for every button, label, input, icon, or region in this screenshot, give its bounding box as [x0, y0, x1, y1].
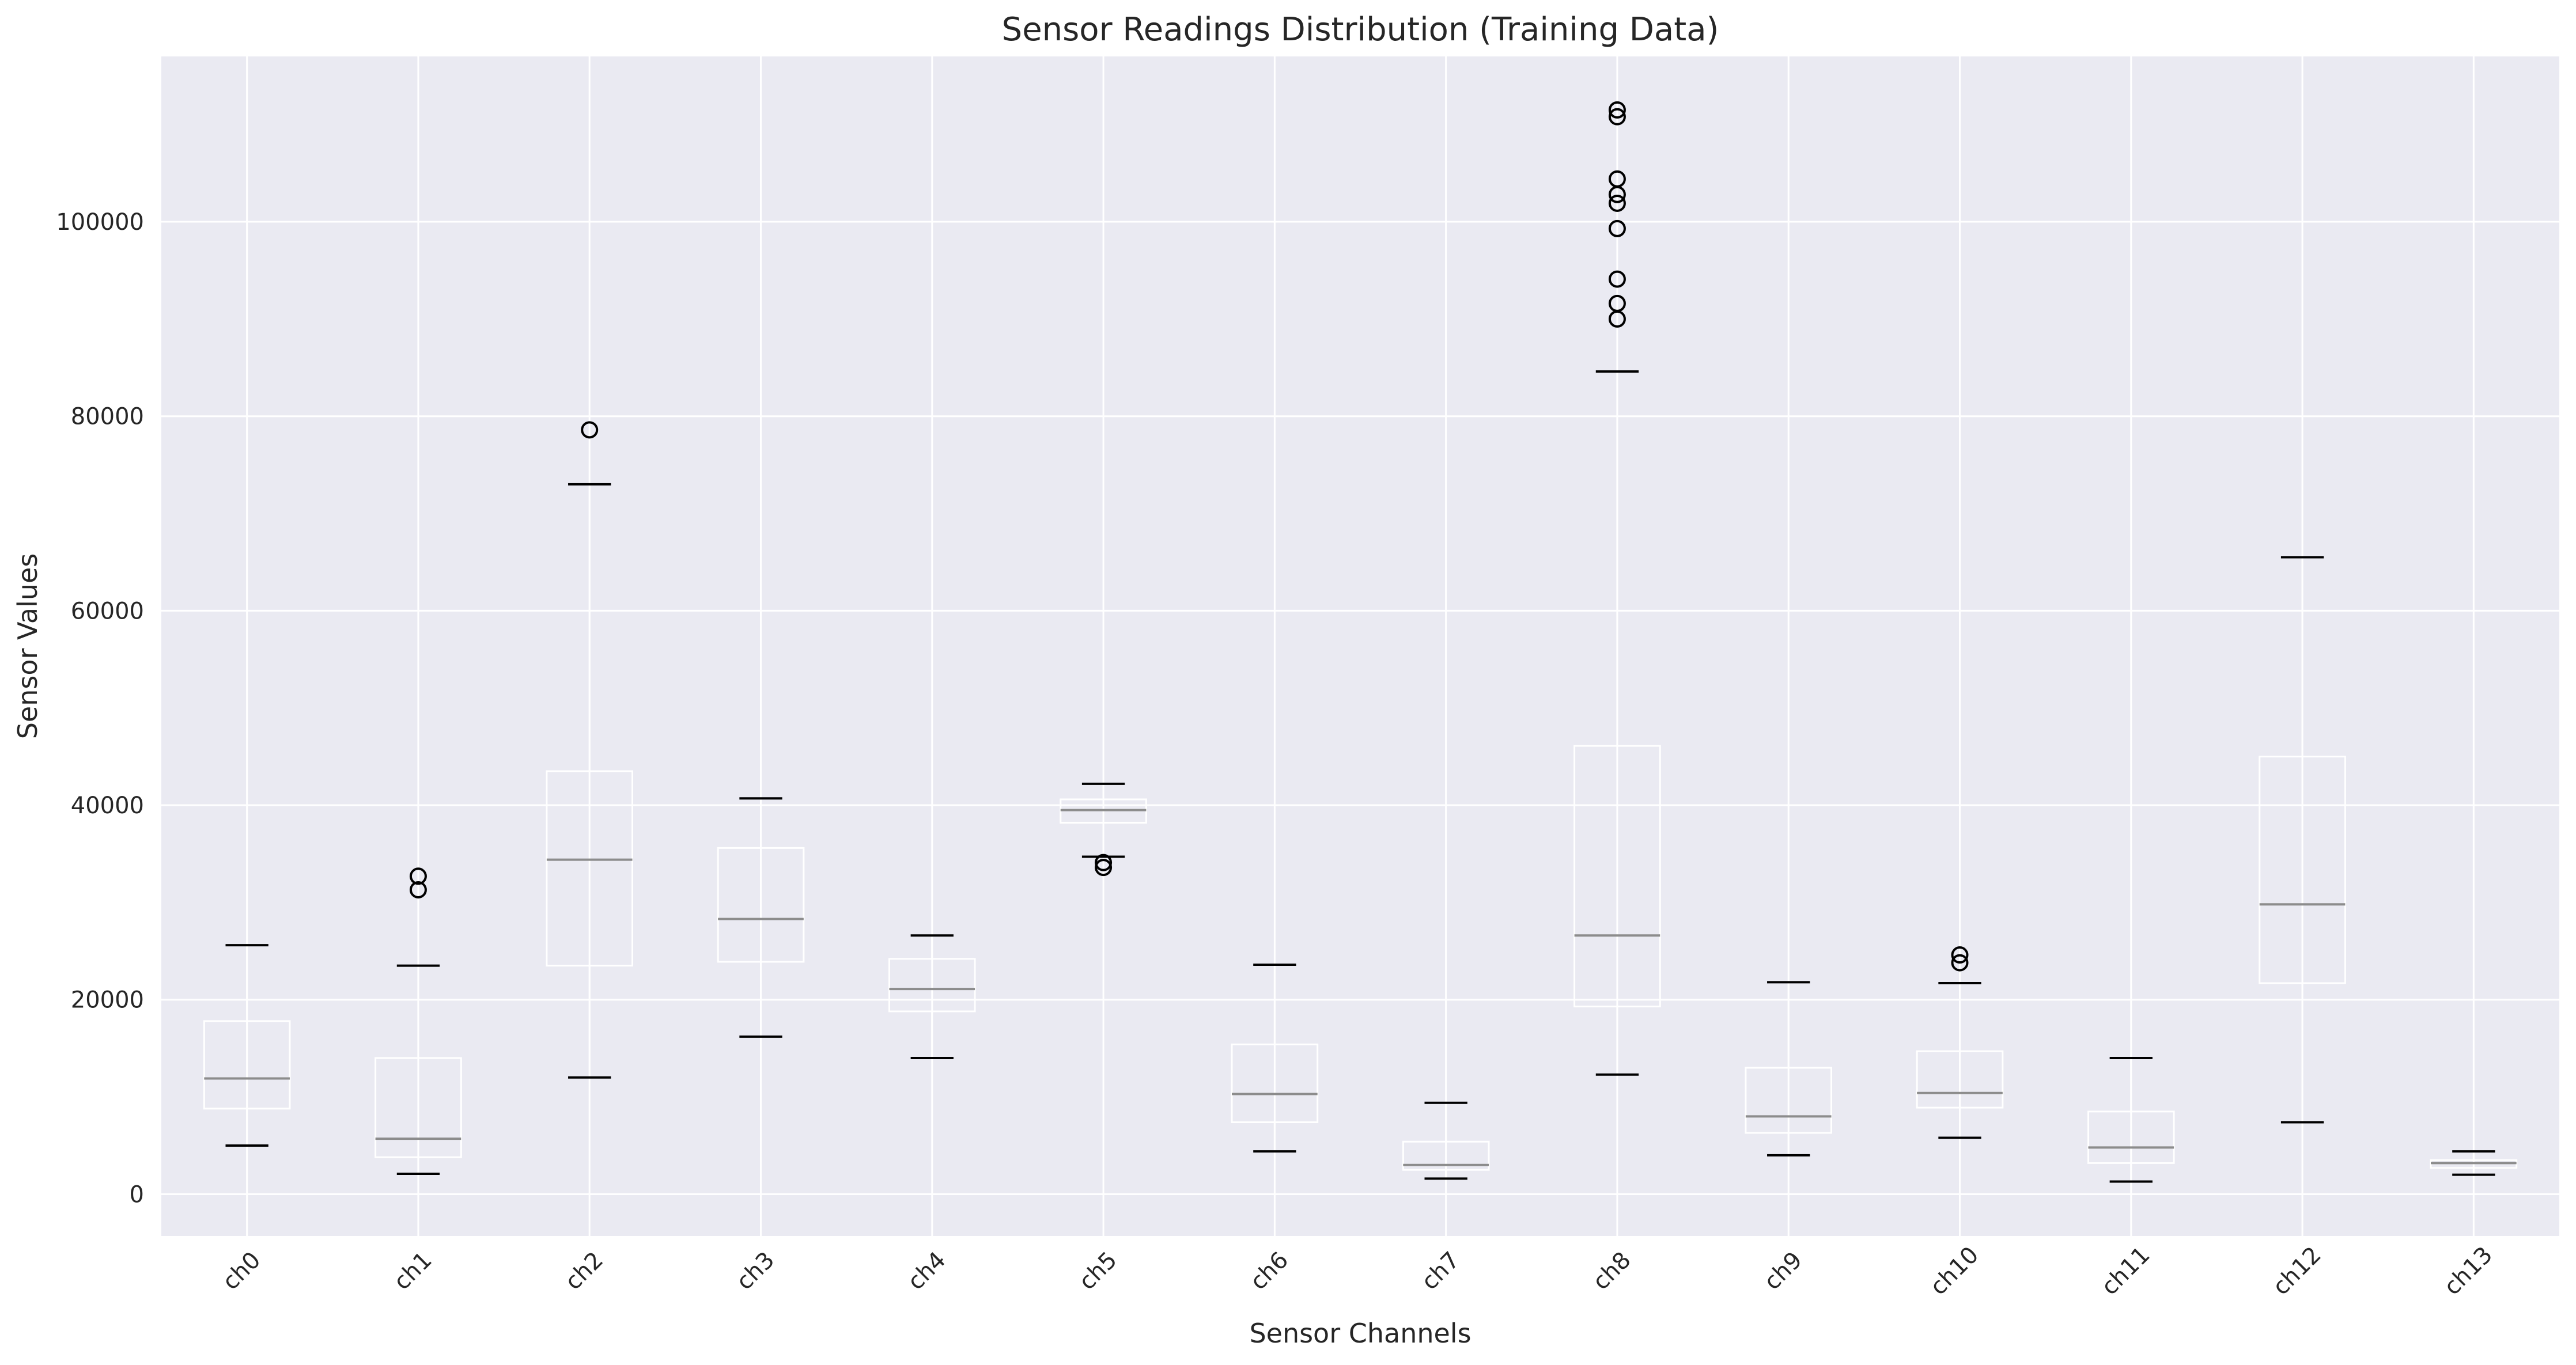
y-tick-label: 0	[130, 1181, 144, 1208]
box-iqr	[888, 958, 976, 1013]
outlier-point	[1608, 194, 1626, 212]
outlier-point	[581, 421, 599, 439]
outlier-point	[1608, 101, 1626, 119]
outlier-point	[1608, 108, 1626, 126]
box-ch5	[1060, 782, 1147, 877]
box-ch13	[2430, 1150, 2518, 1176]
box-iqr	[1231, 1043, 1319, 1123]
box-iqr	[1916, 1050, 2004, 1109]
box-ch2	[546, 421, 634, 1079]
box-ch11	[2087, 1057, 2175, 1183]
box-iqr	[546, 770, 634, 967]
outlier-point	[409, 881, 427, 898]
box-ch7	[1402, 1101, 1490, 1180]
box-ch9	[1745, 981, 1833, 1157]
outlier-point	[1608, 270, 1626, 288]
y-tick-label: 100000	[56, 209, 144, 236]
outlier-point	[1608, 170, 1626, 188]
box-iqr	[203, 1020, 291, 1110]
y-tick-label: 40000	[71, 793, 144, 819]
outlier-point	[1608, 219, 1626, 237]
y-tick-label: 20000	[71, 987, 144, 1014]
plot-area	[161, 56, 2559, 1236]
outlier-point	[409, 867, 427, 885]
box-ch4	[888, 934, 976, 1060]
box-iqr	[1745, 1067, 1833, 1134]
outlier-point	[1095, 854, 1113, 871]
box-ch0	[203, 944, 291, 1147]
y-axis-label: Sensor Values	[12, 553, 43, 740]
outlier-point	[1095, 859, 1113, 877]
box-iqr	[1573, 745, 1661, 1008]
box-ch3	[717, 797, 805, 1038]
box-iqr	[1402, 1140, 1490, 1171]
box-ch8	[1573, 101, 1661, 1076]
box-iqr	[717, 847, 805, 963]
box-iqr	[2087, 1110, 2175, 1164]
box-iqr	[2259, 756, 2346, 984]
outlier-point	[1608, 294, 1626, 312]
outlier-point	[1951, 946, 1969, 964]
box-ch6	[1231, 963, 1319, 1153]
x-axis-label: Sensor Channels	[1249, 1318, 1471, 1349]
box-ch10	[1916, 946, 2004, 1139]
box-ch12	[2259, 556, 2346, 1124]
y-tick-label: 60000	[71, 598, 144, 624]
chart-title: Sensor Readings Distribution (Training D…	[1002, 11, 1719, 48]
box-ch1	[375, 867, 462, 1175]
box-iqr	[375, 1057, 462, 1158]
boxes	[203, 101, 2518, 1183]
outlier-point	[1951, 954, 1969, 972]
y-tick-label: 80000	[71, 404, 144, 430]
